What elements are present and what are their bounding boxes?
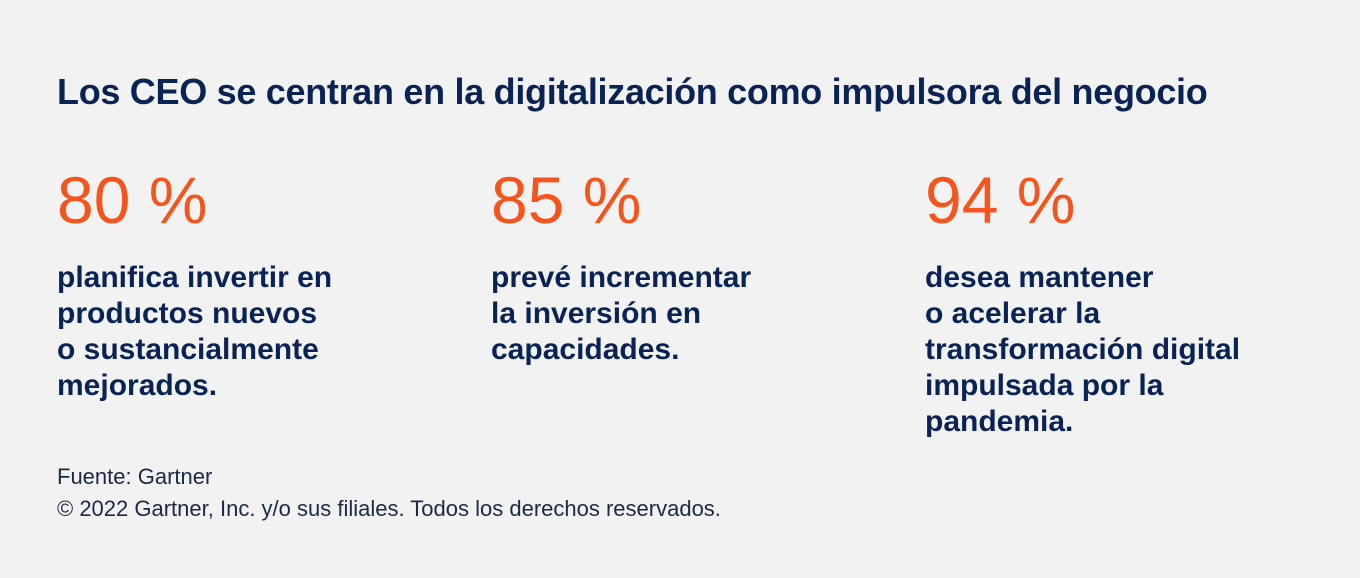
stat-block-2: 85 % prevé incrementar la inversión en c…: [491, 160, 891, 368]
stat-description-3: desea mantener o acelerar la transformac…: [925, 261, 1241, 438]
stat-block-3: 94 % desea mantener o acelerar la transf…: [925, 160, 1325, 440]
footer: Fuente: Gartner © 2022 Gartner, Inc. y/o…: [57, 461, 721, 525]
stat-value-3: 94 %: [925, 163, 1076, 237]
infographic-title: Los CEO se centran en la digitalización …: [57, 71, 1208, 112]
stat-description-2: prevé incrementar la inversión en capaci…: [491, 261, 752, 366]
source-note: Fuente: Gartner: [57, 464, 213, 489]
copyright-note: © 2022 Gartner, Inc. y/o sus filiales. T…: [57, 496, 721, 521]
stat-description-1: planifica invertir en productos nuevos o…: [57, 261, 333, 402]
stat-block-1: 80 % planifica invertir en productos nue…: [57, 160, 457, 404]
stat-value-2: 85 %: [491, 163, 642, 237]
stat-value-1: 80 %: [57, 163, 208, 237]
